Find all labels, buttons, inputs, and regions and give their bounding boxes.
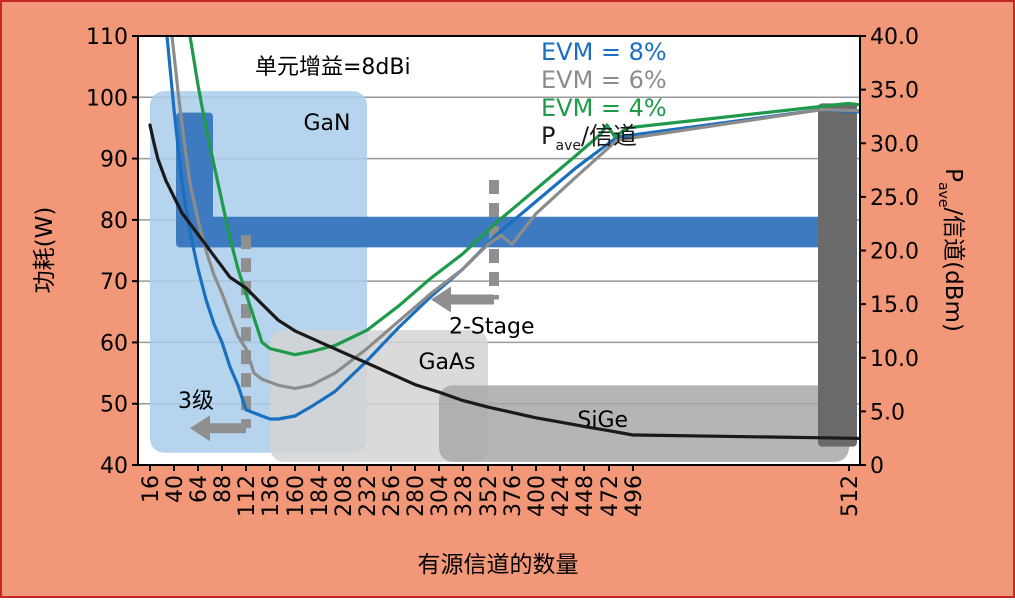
left-tick-label: 100 [86, 86, 128, 111]
x-tick-label: 88 [211, 475, 236, 503]
right-tick-label: 25.0 [870, 186, 919, 211]
x-tick-label: 112 [235, 475, 260, 517]
x-tick-label: 352 [477, 475, 502, 517]
legend-evm-8: EVM = 8% [541, 38, 667, 66]
left-axis-ticks: 40 50 60 70 80 90 100 110 [86, 25, 138, 479]
right-tick-label: 0 [870, 454, 884, 479]
left-tick-label: 70 [100, 270, 128, 295]
left-tick-label: 110 [86, 25, 128, 50]
right-axis-title-sub: ave [935, 182, 951, 207]
stage-label-3: 3级 [178, 389, 214, 414]
x-tick-label: 40 [163, 475, 188, 503]
x-tick-label: 208 [332, 475, 357, 517]
left-tick-label: 90 [100, 148, 128, 173]
left-tick-label: 50 [100, 393, 128, 418]
x-tick-label: 184 [308, 475, 333, 517]
x-tick-label: 160 [284, 475, 309, 517]
left-tick-label: 60 [100, 331, 128, 356]
x-tick-label: 512 [838, 475, 863, 517]
x-tick-label: 376 [501, 475, 526, 517]
left-tick-label: 40 [100, 454, 128, 479]
x-tick-label: 280 [404, 475, 429, 517]
series-line-evm-4 [188, 36, 860, 357]
x-axis-ticks: 16 40 64 88 112 136 160 184 208 232 256 280 304 328 35… [139, 465, 863, 517]
right-axis-ticks: 0 5.0 10.0 15.0 20.0 25.0 30.0 35.0 40.0 [860, 25, 919, 479]
x-tick-label: 448 [573, 475, 598, 517]
x-tick-label: 232 [356, 475, 381, 517]
legend-evm-6: EVM = 6% [541, 66, 667, 94]
right-tick-label: 10.0 [870, 347, 919, 372]
x-tick-label: 256 [380, 475, 405, 517]
x-tick-label: 304 [428, 475, 453, 517]
blue-band [186, 216, 849, 248]
legend-pave-tail: /信道 [581, 122, 637, 150]
x-tick-label: 136 [259, 475, 284, 517]
data-series [148, 36, 860, 441]
gain-annotation: 单元增益=8dBi [255, 55, 411, 80]
legend-pave: Pave/信道 [541, 122, 637, 154]
left-axis-title: 功耗(W) [32, 207, 58, 294]
right-tick-label: 35.0 [870, 79, 919, 104]
region-sige [439, 385, 849, 462]
right-axis-title-tail: /信道(dBm) [940, 207, 966, 331]
series-line-evm-8 [165, 36, 860, 421]
region-gaas [270, 330, 488, 462]
legend-pave-main: P [541, 122, 555, 150]
legend-evm-4: EVM = 4% [541, 94, 667, 122]
legend-pave-sub: ave [555, 138, 580, 154]
right-tick-label: 5.0 [870, 400, 905, 425]
region-label-gan: GaN [304, 111, 351, 136]
right-tick-label: 15.0 [870, 293, 919, 318]
x-tick-label: 472 [598, 475, 623, 517]
stage-arrow-head [190, 415, 210, 442]
stage-label-2: 2-Stage [449, 315, 535, 340]
x-tick-label: 496 [622, 475, 647, 517]
x-tick-label: 328 [452, 475, 477, 517]
right-axis-title: Pave/信道(dBm) [935, 168, 966, 332]
region-label-gaas: GaAs [418, 350, 475, 375]
legend: EVM = 8% EVM = 6% EVM = 4% Pave/信道 [541, 38, 667, 154]
x-tick-label: 400 [525, 475, 550, 517]
x-tick-label: 16 [139, 475, 164, 503]
x-axis-title: 有源信道的数量 [418, 552, 579, 578]
series-line-pave [148, 123, 860, 441]
right-tick-label: 40.0 [870, 25, 919, 50]
right-tick-label: 20.0 [870, 240, 919, 265]
x-tick-label: 424 [549, 475, 574, 517]
x-tick-label: 64 [187, 475, 212, 503]
gray-band-vertical [818, 103, 857, 447]
stage-arrow-head [431, 286, 451, 313]
right-tick-label: 30.0 [870, 132, 919, 157]
right-axis-title-main: P [940, 168, 966, 182]
left-tick-label: 80 [100, 209, 128, 234]
